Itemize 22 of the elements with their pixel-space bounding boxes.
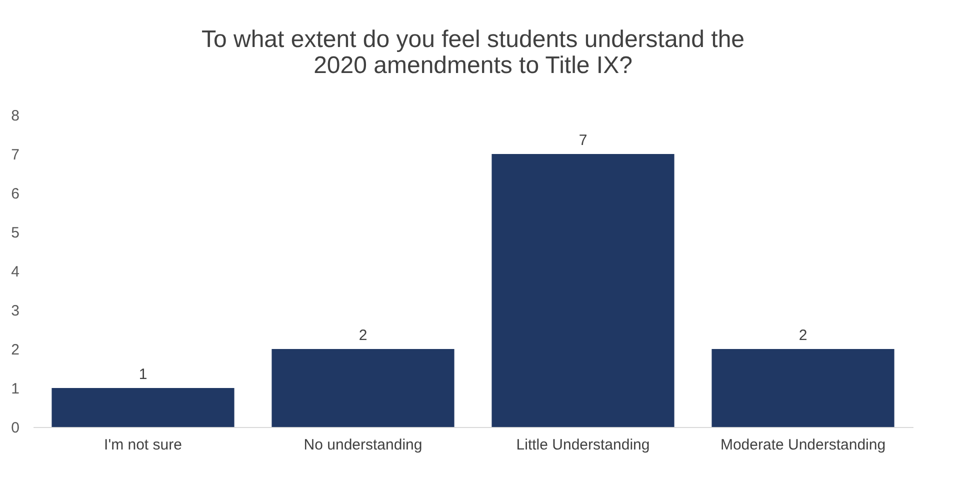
- bar: [712, 349, 894, 427]
- y-tick-label: 2: [11, 342, 20, 358]
- y-tick-label: 5: [11, 224, 20, 242]
- y-tick-label: 8: [11, 108, 20, 124]
- bar: [492, 154, 674, 427]
- y-tick-label: 1: [11, 380, 20, 398]
- x-tick-label: Little Understanding: [516, 436, 650, 454]
- data-label: 1: [138, 366, 148, 383]
- x-tick-label: No understanding: [304, 436, 422, 454]
- data-label: 2: [798, 327, 808, 344]
- x-tick-label: Moderate Understanding: [720, 436, 886, 454]
- y-tick-label: 4: [11, 264, 20, 280]
- chart-title: To what extent do you feel students understand the 2020 amendments to Title IX?: [201, 26, 745, 79]
- y-tick-label: 3: [11, 302, 20, 320]
- y-tick-label: 6: [11, 186, 20, 202]
- data-label: 2: [358, 327, 368, 344]
- bar: [272, 349, 454, 427]
- y-tick-label: 0: [11, 420, 20, 436]
- data-label: 7: [578, 132, 588, 149]
- y-tick-label: 7: [11, 146, 20, 164]
- x-tick-label: I'm not sure: [104, 436, 182, 454]
- bar: [52, 388, 234, 427]
